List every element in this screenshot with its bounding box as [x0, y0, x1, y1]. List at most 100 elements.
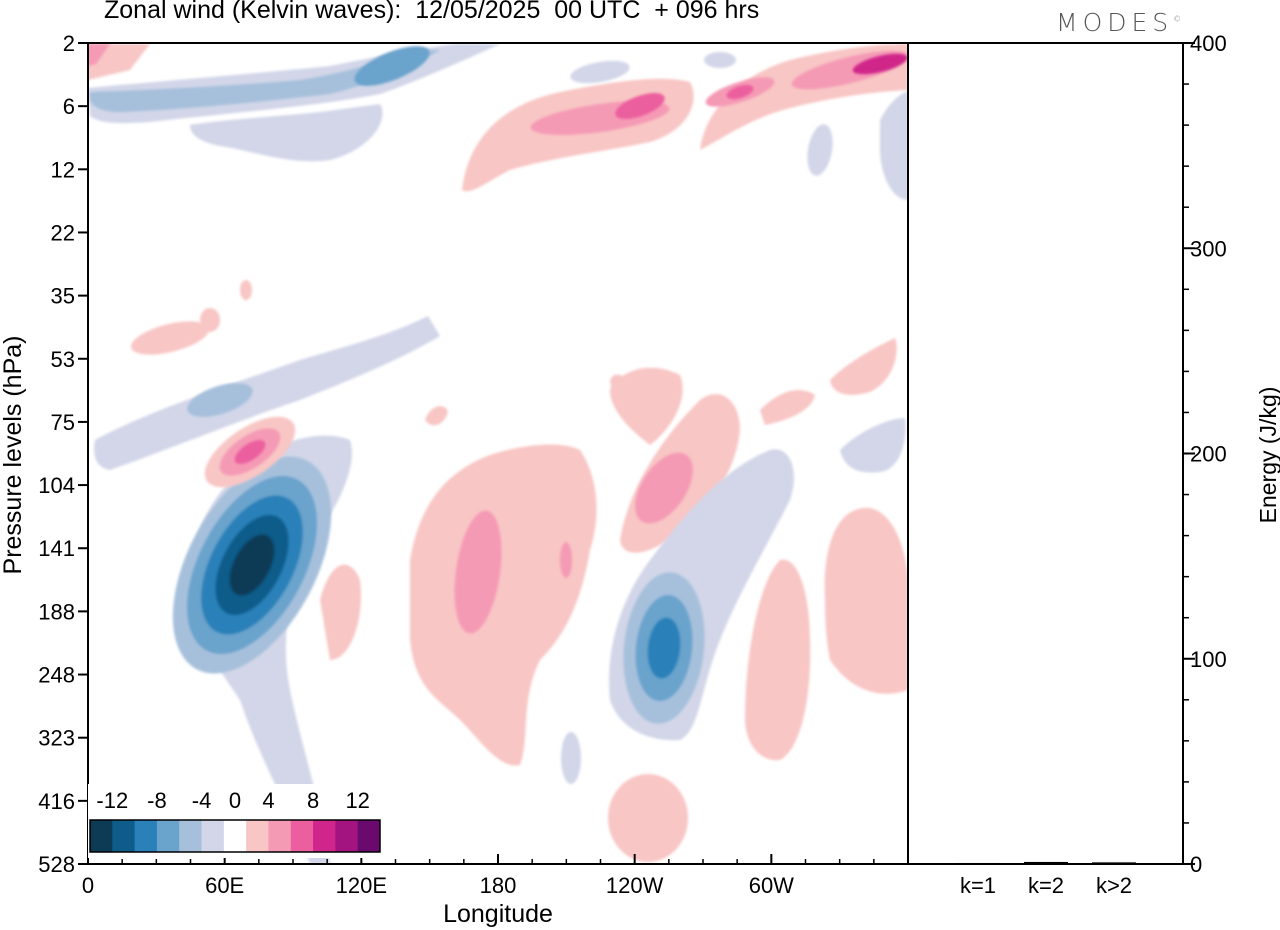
colorbar-swatch-8 — [268, 820, 292, 852]
y-tick-label-7: 104 — [38, 473, 75, 498]
energy-bar-label-0: k=1 — [960, 873, 996, 898]
feature-neg-top-small2-0 — [704, 52, 736, 68]
x-tick-label-1: 60E — [205, 873, 244, 898]
y-tick-label-6: 75 — [51, 410, 75, 435]
energy-tick-label-4: 400 — [1190, 31, 1227, 56]
feature-pos-trop-right-core-0 — [635, 452, 693, 524]
y-tick-label-0: 2 — [63, 31, 75, 56]
colorbar-swatch-5 — [201, 820, 225, 852]
colorbar-swatch-9 — [290, 820, 314, 852]
energy-tick-label-0: 0 — [1190, 852, 1202, 877]
energy-bar-label-1: k=2 — [1028, 873, 1064, 898]
feature-pos-trop-mid-small-0 — [560, 542, 572, 578]
energy-tick-label-2: 200 — [1190, 442, 1227, 467]
colorbar-label-4: 4 — [262, 788, 274, 813]
feature-pos-arc-a-core-0 — [615, 93, 665, 119]
energy-bar-2 — [1092, 862, 1136, 864]
colorbar-swatch-3 — [156, 820, 180, 852]
feature-neg-upper-band-mid — [90, 50, 440, 112]
modes-logo: MODES© — [1056, 8, 1181, 37]
feature-neg-lower-band-core-0 — [187, 383, 253, 417]
colorbar-swatch-11 — [335, 820, 359, 852]
feature-neg-trop2-2 — [647, 617, 681, 679]
colorbar-label-3: 0 — [229, 788, 241, 813]
feature-pos-lower-left-0 — [131, 321, 209, 355]
x-tick-label-3: 180 — [480, 873, 517, 898]
colorbar-swatch-0 — [90, 820, 113, 852]
colorbar-label-0: -12 — [96, 788, 128, 813]
feature-neg-top-small-0 — [570, 60, 630, 84]
colorbar: -12 -8 -4 0 4 8 12 — [88, 784, 384, 858]
feature-neg-lower-band — [94, 316, 441, 470]
feature-pos-trop-mid-core-0 — [454, 510, 502, 634]
wind-heatmap — [88, 44, 908, 864]
feature-pos-topleft-core — [88, 44, 110, 66]
colorbar-swatch-1 — [112, 820, 136, 852]
logo-text: MODES — [1056, 8, 1174, 37]
feature-pos-trop-mid — [410, 444, 597, 766]
y-tick-label-12: 416 — [38, 789, 75, 814]
colorbar-swatch-6 — [223, 820, 247, 852]
feature-pos-trop-right2 — [610, 367, 683, 445]
feature-pos-trop-upper-2 — [234, 440, 266, 464]
x-tick-label-5: 60W — [749, 873, 794, 898]
chart-title: Zonal wind (Kelvin waves): 12/05/2025 00… — [104, 0, 760, 24]
y-tick-label-2: 12 — [51, 157, 75, 182]
feature-pos-bottom-0 — [608, 774, 688, 862]
feature-pos-small-a-0 — [240, 280, 252, 300]
y-tick-label-10: 248 — [38, 663, 75, 688]
y-tick-label-5: 53 — [51, 347, 75, 372]
feature-neg-right-b — [840, 418, 906, 473]
energy-tick-label-3: 300 — [1190, 236, 1227, 261]
colorbar-swatch-7 — [246, 820, 269, 852]
feature-neg-trop-4 — [229, 534, 275, 596]
feature-pos-tiny2 — [610, 374, 628, 396]
feature-neg-small-right-0 — [807, 124, 833, 176]
x-tick-label-2: 120E — [336, 873, 387, 898]
logo-mark: © — [1173, 14, 1182, 24]
y-tick-label-8: 141 — [38, 536, 75, 561]
feature-pos-right-c — [760, 390, 815, 425]
x-axis-label: Longitude — [443, 900, 553, 928]
y-tick-label-11: 323 — [38, 726, 75, 751]
y-tick-label-13: 528 — [38, 852, 75, 877]
y-tick-label-4: 35 — [51, 284, 75, 309]
colorbar-label-6: 12 — [345, 788, 369, 813]
feature-pos-right-d — [830, 338, 897, 395]
energy-frame — [907, 42, 1184, 865]
feature-pos-small-b-0 — [200, 308, 220, 332]
feature-pos-tiny — [425, 406, 448, 426]
feature-neg-right-top — [880, 91, 908, 200]
colorbar-swatch-4 — [179, 820, 203, 852]
energy-axis: 0 100 200 300 400 — [1183, 31, 1227, 877]
colorbar-label-2: -4 — [192, 788, 212, 813]
colorbar-label-5: 8 — [307, 788, 319, 813]
colorbar-frame — [89, 819, 381, 853]
y-tick-label-1: 6 — [63, 94, 75, 119]
y-axis: 2 6 12 22 35 53 75 104 141 188 248 323 416 528 — [38, 31, 88, 877]
energy-bar-1 — [1024, 861, 1068, 864]
feature-neg-small-bottom-0 — [561, 732, 581, 784]
energy-axis-label: Energy (J/kg) — [1255, 387, 1280, 524]
colorbar-swatch-10 — [313, 820, 336, 852]
energy-bar-label-2: k>2 — [1096, 873, 1132, 898]
feature-neg-upper-core-0 — [354, 46, 430, 86]
energy-tick-label-1: 100 — [1190, 647, 1227, 672]
x-axis: 0 60E 120E 180 120W 60W — [82, 854, 875, 898]
x-tick-label-4: 120W — [606, 873, 664, 898]
x-tick-label-0: 0 — [82, 873, 94, 898]
feature-pos-right-a — [745, 559, 811, 761]
feature-pos-arc-b-leftcore-0 — [726, 84, 754, 100]
energy-bars: k=1 k=2 k>2 — [956, 861, 1136, 898]
colorbar-swatch-12 — [357, 820, 381, 852]
y-axis-label: Pressure levels (hPa) — [0, 336, 27, 575]
energy-bar-0 — [956, 862, 1000, 865]
y-tick-label-3: 22 — [51, 220, 75, 245]
colorbar-swatch-2 — [134, 820, 158, 852]
feature-neg-upper-tail — [190, 104, 383, 162]
colorbar-label-1: -8 — [147, 788, 167, 813]
feature-pos-trop-left — [320, 564, 361, 660]
y-tick-label-9: 188 — [38, 599, 75, 624]
feature-pos-arc-b-core-0 — [852, 53, 908, 75]
